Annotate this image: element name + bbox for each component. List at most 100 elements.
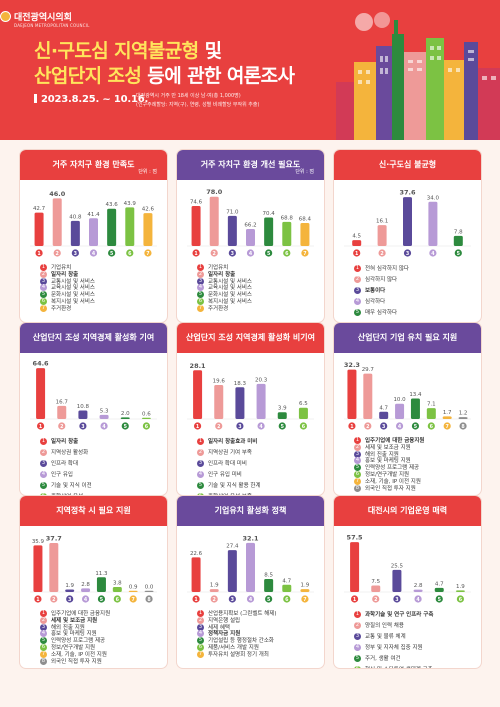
chart-bar [453,235,463,246]
category-marker [145,595,153,603]
legend-label: 교육시설 및 서비스 [208,285,252,292]
data-label: 4.7 [379,405,388,411]
data-label: 0.0 [145,584,154,590]
legend-label: 기술 및 지식 활용 한계 [208,483,261,489]
legend-item: 6 정보/연구개발 지원 [40,643,110,651]
data-label: 10.0 [393,397,406,403]
legend-number-icon: 5 [354,464,361,472]
legend-number-icon: 6 [40,493,47,495]
category-label: 1 [196,424,199,430]
category-label: 5 [438,597,441,603]
chart-bar [191,206,201,246]
data-label: 1.9 [456,584,465,590]
category-marker [192,595,200,603]
category-label: 3 [81,424,84,430]
organization-subtitle: DAEJEON METROPOLITAN COUNCIL [14,23,90,28]
legend-label: 복지시설 및 서비스 [208,298,252,305]
chart-bar [128,590,138,592]
bar-chart: 35.9 1 37.7 2 1.9 3 2.8 4 11.3 5 3.8 6 0.9 7 0.0 8 [30,534,157,603]
legend-item: 1 일자리 창출 [40,437,92,448]
chart-panel-8: 기업유치 활성화 정책 22.6 1 1.9 2 27.4 3 32.1 4 8.5 5 4.7 6 1.… [177,496,324,668]
title-highlight-1: 신·구도심 지역불균형 [34,40,199,62]
legend-label: 보통이다 [365,288,386,294]
legend-item: 4 정책자금 지원 [197,630,277,638]
chart-bar [300,589,310,592]
chart-bar [214,385,224,419]
organization-label: 대전광역시의회 DAEJEON METROPOLITAN COUNCIL [0,10,90,28]
legend-label: 매우 심각하다 [365,310,398,316]
chart-legend: 1 과학기술 및 연구 인프라 구축 2 양질의 인력 채용 3 교통 및 물류 체계 4 정… [354,610,433,668]
chart-bar [434,587,444,592]
legend-item: 7 소재, 기술, IP 이전 지원 [40,650,110,658]
chart-bar [141,417,151,419]
category-label: 5 [124,424,127,430]
category-marker [301,595,309,603]
legend-item: 5 주거, 생활 여건 [354,654,433,665]
chart-legend: 1 입주기업에 대한 금융지원 2 세제 및 보조금 지원 3 해외 진출 지원 4 홍보 및… [354,437,425,492]
category-label: 5 [281,424,284,430]
legend-label: 종합산업 육성 [51,494,83,495]
legend-item: 4 교육시설 및 서비스 [40,284,95,292]
category-marker [79,422,87,430]
legend-label: 홍보 및 마케팅 지원 [51,631,97,638]
legend-number-icon: 4 [354,457,361,465]
category-label: 5 [110,251,113,257]
category-marker [265,249,273,257]
legend-item: 2 지역상권 기여 부족 [197,448,261,459]
chart-bar [99,414,109,419]
category-label: 2 [213,597,216,603]
chart-bar [227,215,237,246]
chart-bar [89,218,98,246]
chart-legend: 1 기업유치 2 일자리 창출 3 교통시설 및 서비스 4 교육시설 및 서비스 5 문화시설 … [197,264,252,312]
category-label: 8 [461,424,465,430]
category-label: 7 [132,597,135,603]
category-marker [393,595,401,603]
chart-bar [191,557,201,592]
data-label: 7.5 [371,579,380,585]
chart-bar [34,212,44,246]
category-marker [427,422,435,430]
chart-bar [78,410,88,419]
survey-period: 2023.8.25. ~ 10.16. [34,94,148,105]
data-label: 2.0 [121,411,130,417]
legend-label: 산업용지확보 (그린벨트 해제) [208,611,277,617]
chart-bar [125,207,135,246]
category-marker [89,249,98,257]
category-label: 5 [100,597,103,603]
legend-number-icon: 1 [197,438,204,445]
category-marker [193,422,202,430]
data-label: 19.6 [213,379,226,385]
legend-label: 지역은행 설립 [208,617,241,624]
legend-number-icon: 7 [40,304,47,312]
chart-bar [264,217,274,246]
legend-number-icon: 1 [40,438,47,445]
legend-label: 인력양성 프로그램 제공 [365,465,420,472]
legend-label: 소재, 기술, IP 이전 지원 [51,651,107,658]
data-label: 43.6 [106,202,119,208]
data-label: 66.2 [244,223,256,229]
legend-item: 1 입주기업에 대한 금융지원 [40,610,110,617]
legend-label: 문화시설 및 서비스 [51,292,95,299]
chart-title: 지역정착 시 필요 지원 [20,496,167,526]
category-marker [348,422,356,430]
category-label: 7 [446,424,449,430]
chart-title: 대전시의 기업운영 매력 [334,496,481,526]
chart-bar [246,542,255,592]
legend-item: 4 심각하다 [354,297,409,308]
category-marker [364,422,372,430]
chart-bar [112,587,122,592]
chart-bar [458,417,468,419]
data-label: 1.9 [65,583,74,589]
legend-number-icon: 7 [40,650,47,658]
chart-title: 산업단지 조성 지역경제 활성화 비기여 [177,323,324,353]
data-label: 37.7 [46,534,62,542]
category-marker [456,595,465,603]
category-marker [81,595,90,603]
legend-label: 혁신 및 스타트업 생태계 구축 [365,667,433,668]
legend-number-icon: 2 [354,276,361,283]
legend-label: 복지시설 및 서비스 [51,298,95,305]
chart-bar [256,383,266,419]
category-label: 2 [60,424,63,430]
category-marker [459,422,467,430]
